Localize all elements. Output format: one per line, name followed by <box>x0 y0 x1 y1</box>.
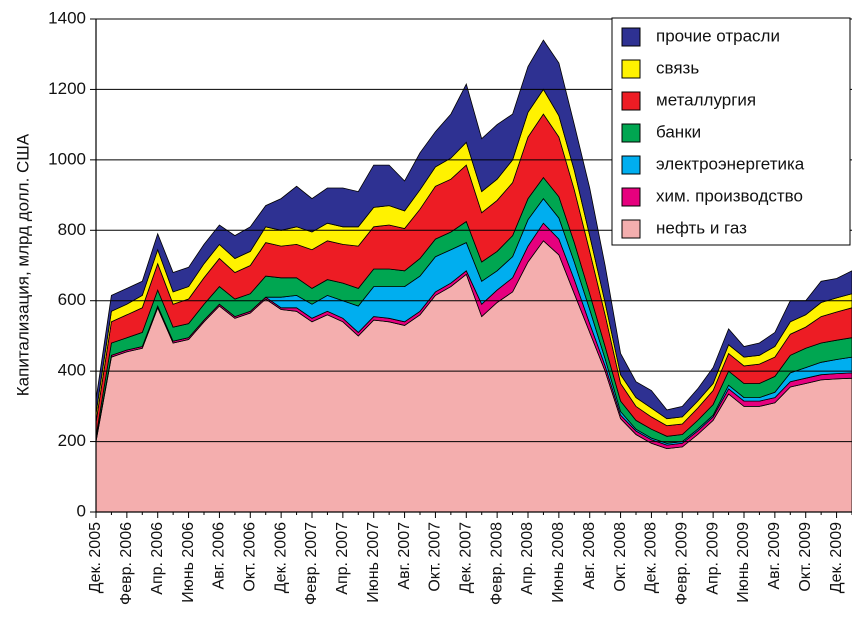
y-axis-label: Капитализация, млрд долл. США <box>13 133 32 396</box>
y-tick-label: 200 <box>58 431 86 450</box>
legend: прочие отрасли связь металлургия банки элект… <box>611 17 851 246</box>
legend-label: нефть и газ <box>656 218 747 237</box>
legend-label: электроэнергетика <box>656 154 805 173</box>
y-tick-label: 600 <box>58 290 86 309</box>
legend-label: хим. производство <box>656 186 803 205</box>
x-tick-label: Апр. 2009 <box>704 522 721 595</box>
x-tick-label: Февр. 2008 <box>488 522 505 605</box>
x-tick-label: Окт. 2006 <box>242 522 259 592</box>
x-tick-label: Дек. 2007 <box>458 522 475 593</box>
x-tick-label: Окт. 2007 <box>427 522 444 592</box>
legend-label: банки <box>656 122 701 141</box>
x-tick-label: Окт. 2009 <box>797 522 814 592</box>
x-tick-label: Июнь 2007 <box>365 522 382 603</box>
legend-swatch <box>621 219 641 239</box>
x-tick-label: Дек. 2008 <box>643 522 660 593</box>
legend-swatch <box>621 91 641 111</box>
x-tick-label: Февр. 2006 <box>118 522 135 605</box>
y-tick-label: 800 <box>58 220 86 239</box>
x-tick-label: Дек. 2005 <box>87 522 104 593</box>
x-tick-label: Авг. 2008 <box>581 522 598 590</box>
y-tick-label: 400 <box>58 361 86 380</box>
x-tick-label: Апр. 2006 <box>149 522 166 595</box>
y-tick-label: 1400 <box>48 8 86 27</box>
x-tick-label: Окт. 2008 <box>612 522 629 592</box>
legend-swatch <box>621 187 641 207</box>
x-tick-label: Авг. 2006 <box>211 522 228 590</box>
x-tick-label: Авг. 2007 <box>396 522 413 590</box>
legend-swatch <box>621 59 641 79</box>
x-tick-label: Дек. 2009 <box>828 522 845 593</box>
legend-swatch <box>621 27 641 47</box>
y-tick-label: 0 <box>77 501 86 520</box>
x-tick-label: Июнь 2009 <box>735 522 752 603</box>
area <box>95 39 852 420</box>
x-tick-label: Февр. 2007 <box>303 522 320 605</box>
y-tick-label: 1200 <box>48 79 86 98</box>
legend-label: металлургия <box>656 90 756 109</box>
x-tick-label: Июнь 2008 <box>550 522 567 603</box>
y-tick-label: 1000 <box>48 149 86 168</box>
legend-box <box>611 17 851 246</box>
legend-swatch <box>621 123 641 143</box>
x-tick-label: Авг. 2009 <box>766 522 783 590</box>
x-tick-label: Июнь 2006 <box>180 522 197 603</box>
legend-label: прочие отрасли <box>656 26 780 45</box>
legend-swatch <box>621 155 641 175</box>
x-tick-label: Дек. 2006 <box>272 522 289 593</box>
x-tick-label: Апр. 2007 <box>334 522 351 595</box>
legend-label: связь <box>656 58 699 77</box>
x-tick-label: Февр. 2009 <box>674 522 691 605</box>
x-tick-label: Апр. 2008 <box>519 522 536 595</box>
